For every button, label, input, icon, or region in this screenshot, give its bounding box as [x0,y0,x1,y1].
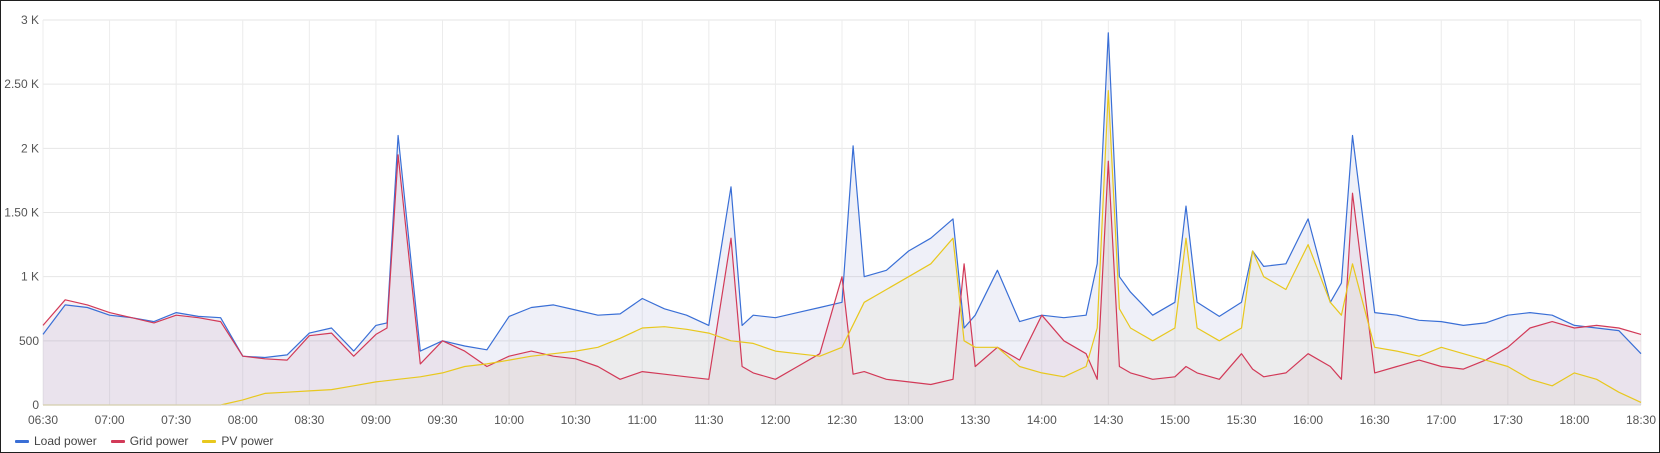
legend-label: Load power [34,434,97,448]
legend-swatch [15,439,29,443]
x-tick-label: 14:00 [1027,413,1057,427]
x-tick-label: 12:30 [827,413,857,427]
series-line-pv-power [43,89,1642,406]
y-tick-label: 1 K [21,270,39,284]
x-tick-label: 12:00 [760,413,790,427]
x-tick-label: 18:30 [1626,413,1656,427]
series-area-load-power [43,32,1641,406]
x-tick-label: 09:00 [361,413,391,427]
x-tick-label: 08:30 [294,413,324,427]
legend-swatch [202,439,217,443]
x-tick-label: 15:30 [1226,413,1256,427]
x-tick-label: 07:00 [95,413,125,427]
x-tick-label: 16:30 [1360,413,1390,427]
x-tick-label: 11:00 [628,413,657,427]
series-line-grid-power [42,154,1642,386]
y-tick-label: 2.50 K [4,77,39,91]
legend-label: Grid power [129,434,189,448]
x-tick-label: 10:30 [561,413,591,427]
y-tick-label: 0 [32,398,39,412]
legend-label: PV power [221,434,274,448]
x-tick-label: 08:00 [228,413,258,427]
y-tick-label: 500 [19,334,39,348]
y-tick-label: 1.50 K [4,206,39,220]
x-tick-label: 13:30 [960,413,990,427]
x-tick-label: 14:30 [1093,413,1123,427]
x-tick-label: 07:30 [161,413,191,427]
x-tick-label: 06:30 [28,413,58,427]
legend-item-pv-power[interactable]: PV power [202,434,273,448]
x-tick-label: 13:00 [894,413,924,427]
y-tick-label: 2 K [21,141,39,155]
x-tick-label: 15:00 [1160,413,1190,427]
series-area-pv-power [43,90,1641,405]
x-tick-label: 16:00 [1293,413,1323,427]
x-tick-label: 09:30 [427,413,457,427]
series-line-load-power [42,32,1642,359]
x-tick-label: 18:00 [1559,413,1589,427]
x-tick-label: 17:30 [1493,413,1523,427]
x-tick-label: 11:30 [694,413,723,427]
x-tick-label: 17:00 [1426,413,1456,427]
x-tick-label: 10:00 [494,413,524,427]
legend-item-load-power[interactable]: Load power [15,434,97,448]
legend-swatch [110,439,125,443]
legend: Load power Grid power PV power [15,434,273,448]
y-tick-label: 3 K [21,13,39,27]
legend-item-grid-power[interactable]: Grid power [110,434,189,448]
